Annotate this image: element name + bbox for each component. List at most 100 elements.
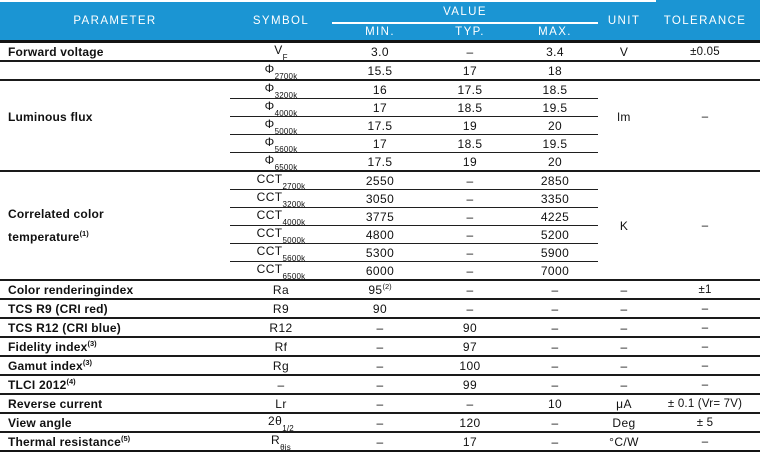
cell-min: 6000 xyxy=(332,261,428,281)
cell-parameter: Thermal resistance(5) xyxy=(0,432,230,452)
footnote-superscript: (4) xyxy=(66,377,76,386)
cell-tolerance: – xyxy=(650,318,760,338)
cell-parameter: Reverse current xyxy=(0,394,230,414)
cell-unit: °C/W xyxy=(598,432,651,452)
cell-max: – xyxy=(512,299,599,319)
symbol-base: R xyxy=(271,433,281,448)
header-corner-strip xyxy=(656,0,760,3)
cell-tolerance: ±1 xyxy=(650,280,760,300)
cell-parameter: Gamut index(3) xyxy=(0,356,230,376)
cell-tolerance: ± 0.1 (Vr= 7V) xyxy=(650,394,760,414)
footnote-superscript: (1) xyxy=(79,229,89,238)
symbol-base: CCT xyxy=(256,226,283,241)
cell-typ: 19 xyxy=(428,152,512,172)
cell-unit: – xyxy=(598,299,651,319)
header-row-1: PARAMETER SYMBOL VALUE UNIT TOLERANCE xyxy=(0,2,760,43)
cell-typ: 90 xyxy=(428,318,512,338)
cell-max: 19.5 xyxy=(512,134,599,153)
cell-symbol: Φ6500k xyxy=(230,152,332,172)
cell-parameter: TCS R12 (CRI blue) xyxy=(0,318,230,338)
symbol-base: CCT xyxy=(256,208,283,223)
cell-min: 15.5 xyxy=(332,61,428,81)
symbol-subscript: 4000k xyxy=(274,108,298,118)
cell-max: 2850 xyxy=(512,171,599,190)
symbol-subscript: 4000k xyxy=(282,217,306,227)
cell-min: 16 xyxy=(332,80,428,99)
symbol-base: 2θ xyxy=(268,414,283,429)
cell-unit: μA xyxy=(598,394,651,414)
cell-min: – xyxy=(332,413,428,433)
cell-typ: – xyxy=(428,189,512,208)
cell-symbol: CCT3200k xyxy=(230,189,332,209)
cell-tolerance: – xyxy=(650,299,760,319)
cell-symbol: CCT4000k xyxy=(230,207,332,227)
row-reverse-current: Reverse current Lr – – 10 μA ± 0.1 (Vr= … xyxy=(0,394,760,414)
cell-parameter-luminous-flux: Luminous flux xyxy=(0,80,230,172)
cell-symbol: CCT5000k xyxy=(230,225,332,245)
cell-typ: – xyxy=(428,261,512,281)
cell-typ: 120 xyxy=(428,413,512,433)
symbol-subscript: 5600k xyxy=(282,253,306,263)
cell-typ: – xyxy=(428,299,512,319)
cell-typ: 18.5 xyxy=(428,134,512,153)
cell-tolerance: – xyxy=(650,337,760,357)
cell-max: 3.4 xyxy=(512,41,599,62)
symbol-base: Φ xyxy=(264,153,275,168)
cell-max: 3350 xyxy=(512,189,599,208)
row-cct-4000k: CCT4000k 3775 – 4225 xyxy=(0,207,760,227)
cell-typ: 97 xyxy=(428,337,512,357)
cell-parameter: Forward voltage xyxy=(0,41,230,62)
cell-symbol: – xyxy=(230,375,332,395)
cell-symbol: Rg xyxy=(230,356,332,376)
footnote-superscript: (3) xyxy=(82,358,93,367)
cell-min: 17.5 xyxy=(332,152,428,172)
cell-max: 4225 xyxy=(512,207,599,226)
cell-min: 95(2) xyxy=(332,280,428,300)
parameter-label-line2: temperature(1) xyxy=(8,229,89,244)
cell-min: 17.5 xyxy=(332,116,428,135)
cell-unit: – xyxy=(598,280,651,300)
cell-typ: – xyxy=(428,394,512,414)
row-lum-4000k: Φ4000k 17 18.5 19.5 xyxy=(0,98,760,118)
col-header-value: VALUE xyxy=(332,2,599,24)
cell-min: – xyxy=(332,337,428,357)
cell-typ: 17 xyxy=(428,432,512,452)
col-header-parameter: PARAMETER xyxy=(0,2,230,43)
cell-symbol: Φ5000k xyxy=(230,116,332,136)
cell-unit: – xyxy=(598,318,651,338)
symbol-base: Φ xyxy=(264,99,275,114)
symbol-subscript: 5000k xyxy=(274,126,298,136)
cell-unit: – xyxy=(598,356,651,376)
cell-typ: 18.5 xyxy=(428,98,512,117)
min-value: 95 xyxy=(368,283,383,297)
cell-min: – xyxy=(332,318,428,338)
cell-min: 5300 xyxy=(332,243,428,262)
cell-symbol: Rf xyxy=(230,337,332,357)
cell-min: 3775 xyxy=(332,207,428,226)
cell-max: – xyxy=(512,318,599,338)
cell-max: 7000 xyxy=(512,261,599,281)
cell-symbol: CCT6500k xyxy=(230,261,332,281)
cell-max: – xyxy=(512,375,599,395)
footnote-superscript: (2) xyxy=(382,282,392,291)
cell-typ: 100 xyxy=(428,356,512,376)
parameter-spec-table: PARAMETER SYMBOL VALUE UNIT TOLERANCE MI… xyxy=(0,2,760,452)
cell-symbol: CCT2700k xyxy=(230,171,332,191)
symbol-base: Φ xyxy=(264,81,275,96)
row-cct-6500k: CCT6500k 6000 – 7000 xyxy=(0,261,760,281)
col-header-tolerance: TOLERANCE xyxy=(650,2,760,43)
cell-min: 17 xyxy=(332,134,428,153)
cell-max: – xyxy=(512,337,599,357)
cell-tolerance: ± 5 xyxy=(650,413,760,433)
symbol-base: CCT xyxy=(256,190,283,205)
col-header-max: MAX. xyxy=(512,23,599,43)
cell-typ: – xyxy=(428,41,512,62)
symbol-subscript: θjs xyxy=(280,442,291,452)
cell-unit-k: K xyxy=(598,171,651,281)
cell-symbol: R9 xyxy=(230,299,332,319)
cell-min: 3.0 xyxy=(332,41,428,62)
cell-tolerance-lum: – xyxy=(650,80,760,172)
cell-max: 5900 xyxy=(512,243,599,262)
cell-tolerance: – xyxy=(650,356,760,376)
